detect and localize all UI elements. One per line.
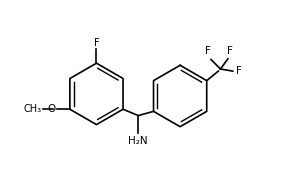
Text: H₂N: H₂N (128, 136, 148, 146)
Text: CH₃: CH₃ (23, 104, 41, 114)
Text: F: F (227, 46, 233, 56)
Text: O: O (47, 104, 56, 114)
Text: F: F (93, 38, 99, 48)
Text: F: F (235, 66, 241, 76)
Text: F: F (205, 46, 211, 56)
